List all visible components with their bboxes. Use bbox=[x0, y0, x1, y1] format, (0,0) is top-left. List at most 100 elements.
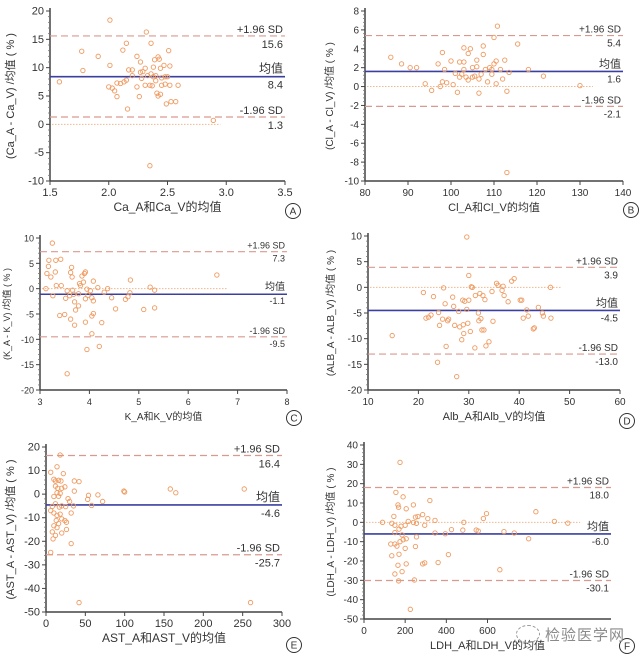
data-point bbox=[62, 484, 68, 490]
data-point bbox=[439, 79, 446, 85]
data-point bbox=[166, 48, 172, 54]
lower-sd-label: -1.96 SD bbox=[237, 543, 280, 555]
data-point bbox=[70, 503, 77, 509]
x-tick-label: 5 bbox=[136, 397, 141, 407]
data-point bbox=[247, 599, 254, 606]
data-point bbox=[441, 66, 448, 73]
data-point bbox=[142, 65, 148, 71]
data-point bbox=[162, 74, 168, 80]
data-point bbox=[461, 66, 467, 73]
y-tick-label: -20 bbox=[24, 536, 40, 548]
data-point bbox=[57, 490, 63, 497]
data-point bbox=[439, 316, 446, 322]
data-point bbox=[54, 512, 60, 519]
data-point bbox=[63, 503, 69, 510]
data-point bbox=[435, 61, 441, 67]
x-tick-label: 600 bbox=[479, 626, 496, 637]
data-point bbox=[451, 303, 457, 309]
x-tick-label: 30 bbox=[463, 397, 475, 408]
y-tick-label: -50 bbox=[344, 615, 359, 626]
data-point bbox=[156, 56, 162, 62]
mean-label: 均值 bbox=[596, 296, 618, 309]
data-point bbox=[420, 511, 426, 518]
data-point bbox=[489, 288, 495, 295]
data-point bbox=[407, 65, 413, 71]
y-tick-label: 10 bbox=[24, 234, 34, 244]
y-tick-label: -30 bbox=[24, 559, 40, 571]
data-point bbox=[577, 82, 583, 89]
upper-sd-label: +1.96 SD bbox=[247, 241, 285, 251]
y-tick-label: -8 bbox=[350, 158, 359, 169]
data-point bbox=[530, 326, 536, 332]
data-point bbox=[51, 476, 57, 482]
x-tick-label: 300 bbox=[273, 618, 291, 630]
y-axis-title: (Ca_A - Ca_V) /均值 ( % ) bbox=[4, 33, 17, 159]
data-point bbox=[501, 528, 507, 535]
y-tick-label: -4 bbox=[350, 120, 359, 131]
y-tick-label: -10 bbox=[24, 512, 40, 524]
data-point bbox=[48, 549, 54, 556]
y-tick-label: 10 bbox=[32, 62, 44, 74]
mean-value: 1.6 bbox=[607, 74, 621, 85]
data-point bbox=[64, 371, 70, 377]
panel-label: A bbox=[290, 207, 297, 218]
panel-label: D bbox=[623, 417, 630, 428]
data-point bbox=[469, 65, 476, 71]
data-point bbox=[214, 272, 220, 278]
data-point bbox=[524, 307, 530, 313]
data-point bbox=[395, 504, 402, 510]
x-tick-label: 6 bbox=[186, 397, 191, 407]
data-point bbox=[50, 293, 56, 299]
upper-sd-value: 18.0 bbox=[590, 491, 610, 502]
data-point bbox=[71, 299, 78, 305]
panel-c: -20 -15 -10 -5 0 5 10 3 4 5 6 7 8 +1.96 SD 7.3 均值 -1.1 -1… bbox=[1, 234, 302, 426]
data-point bbox=[76, 599, 82, 606]
x-axis-title: LDH_A和LDH_V的均值 bbox=[430, 638, 545, 652]
data-point bbox=[52, 478, 59, 484]
data-point bbox=[149, 83, 155, 89]
data-point bbox=[531, 325, 537, 331]
data-point bbox=[136, 93, 142, 100]
data-point bbox=[422, 81, 428, 87]
data-point bbox=[474, 64, 480, 70]
data-point bbox=[134, 84, 140, 90]
y-tick-label: -10 bbox=[28, 176, 44, 188]
data-point bbox=[454, 374, 460, 380]
upper-sd-label: +1.96 SD bbox=[234, 443, 280, 455]
data-point bbox=[52, 532, 59, 539]
data-point bbox=[435, 309, 442, 316]
data-point bbox=[388, 54, 394, 60]
upper-sd-label: +1.96 SD bbox=[576, 256, 618, 267]
x-tick-label: 150 bbox=[155, 618, 173, 630]
y-tick-label: 5 bbox=[29, 259, 34, 269]
data-point bbox=[63, 519, 70, 525]
data-point bbox=[464, 234, 470, 240]
y-tick-label: 20 bbox=[347, 479, 359, 490]
panel-label-circle bbox=[623, 202, 639, 218]
x-axis-title: K_A和K_V的均值 bbox=[125, 410, 203, 423]
x-axis-title: Ca_A和Ca_V的均值 bbox=[113, 199, 221, 214]
data-point bbox=[77, 282, 84, 289]
mean-label: 均值 bbox=[256, 489, 280, 504]
panel-label: C bbox=[290, 414, 297, 425]
data-point bbox=[508, 278, 515, 284]
data-point bbox=[482, 297, 488, 303]
x-tick-label: 20 bbox=[413, 397, 425, 408]
x-tick-label: 100 bbox=[443, 188, 460, 199]
y-tick-label: 5 bbox=[38, 91, 44, 103]
x-tick-label: 120 bbox=[529, 188, 546, 199]
data-point bbox=[399, 568, 405, 575]
data-point bbox=[491, 34, 497, 41]
y-axis-title: (LDH_A - LDH_V) /均值 ( % ) bbox=[324, 468, 337, 597]
data-point bbox=[126, 67, 132, 73]
data-point bbox=[403, 506, 409, 512]
data-point bbox=[517, 297, 523, 303]
data-point bbox=[445, 316, 452, 322]
data-point bbox=[71, 488, 77, 494]
data-point bbox=[400, 494, 406, 500]
data-point bbox=[54, 524, 60, 531]
data-point bbox=[173, 490, 179, 496]
data-point bbox=[443, 343, 449, 350]
x-tick-label: 10 bbox=[362, 397, 374, 408]
data-point bbox=[459, 337, 465, 343]
